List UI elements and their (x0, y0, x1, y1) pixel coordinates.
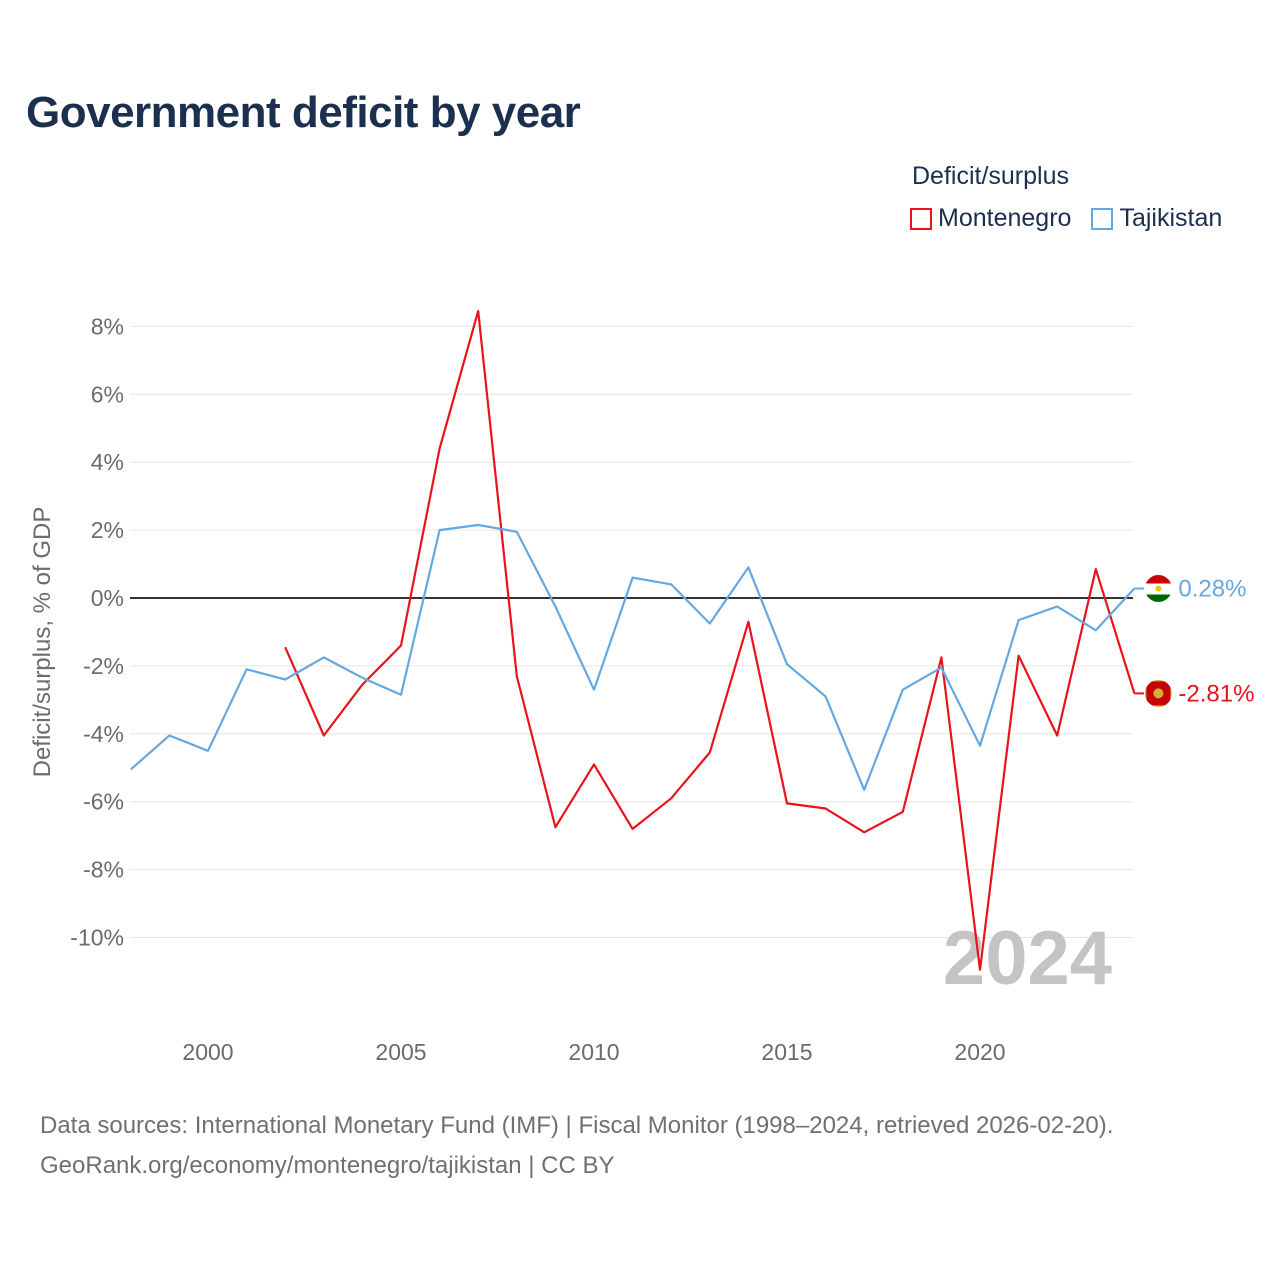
y-tick-label: 4% (91, 449, 124, 475)
gridlines (130, 325, 1133, 938)
data-sources: Data sources: International Monetary Fun… (40, 1106, 1113, 1186)
legend-swatch-tajikistan (1091, 207, 1114, 230)
flag-icon-montenegro (1143, 678, 1173, 708)
x-tick-label: 2015 (761, 1039, 812, 1065)
y-tick-label: -8% (83, 857, 124, 883)
y-tick-label: 6% (91, 381, 124, 407)
x-tick-label: 2005 (375, 1039, 426, 1065)
year-watermark: 2024 (943, 916, 1112, 1001)
series-line-montenegro[interactable] (284, 310, 1136, 971)
sources-line-1: Data sources: International Monetary Fun… (40, 1112, 1114, 1139)
legend-swatch-montenegro (910, 207, 932, 230)
x-tick-label: 2020 (954, 1039, 1005, 1065)
legend-label-tajikistan: Tajikistan (1119, 204, 1223, 232)
y-tick-label: -4% (83, 721, 124, 747)
end-markers: -2.81% 0.28% (1134, 573, 1254, 708)
y-tick-label: 2% (91, 517, 124, 543)
end-value-label-montenegro: -2.81% (1178, 680, 1254, 707)
end-value-label-tajikistan: 0.28% (1178, 575, 1246, 602)
x-tick-label: 2010 (568, 1039, 619, 1065)
series-lines (130, 310, 1136, 971)
sources-line-2[interactable]: GeoRank.org/economy/montenegro/tajikista… (40, 1152, 615, 1179)
series-line-tajikistan[interactable] (130, 523, 1136, 791)
legend-item-montenegro[interactable]: Montenegro (910, 204, 1071, 233)
x-tick-label: 2000 (182, 1039, 233, 1065)
x-axis-ticks: 2000 2005 2010 2015 2020 (182, 1039, 1005, 1065)
y-tick-label: -2% (83, 653, 124, 679)
legend-item-tajikistan[interactable]: Tajikistan (1091, 204, 1222, 233)
y-tick-label: -6% (83, 789, 124, 815)
flag-icon-tajikistan (1143, 573, 1173, 603)
y-axis-label: Deficit/surplus, % of GDP (29, 507, 56, 778)
y-axis-ticks: 8% 6% 4% 2% 0% -2% -4% -6% -8% -10% (70, 313, 124, 950)
y-tick-label: 8% (91, 313, 124, 339)
legend-title: Deficit/surplus (912, 162, 1069, 190)
chart-title: Government deficit by year (26, 88, 581, 137)
line-chart: 8%6%4%2%0%-2%-4%-6%-8%-10% 2000 2005 2010 2… (29, 310, 1254, 1065)
legend: Montenegro Tajikistan (910, 204, 1222, 233)
y-tick-label: 0% (91, 585, 124, 611)
legend-label-montenegro: Montenegro (938, 204, 1072, 232)
y-tick-label: -10% (70, 925, 124, 951)
